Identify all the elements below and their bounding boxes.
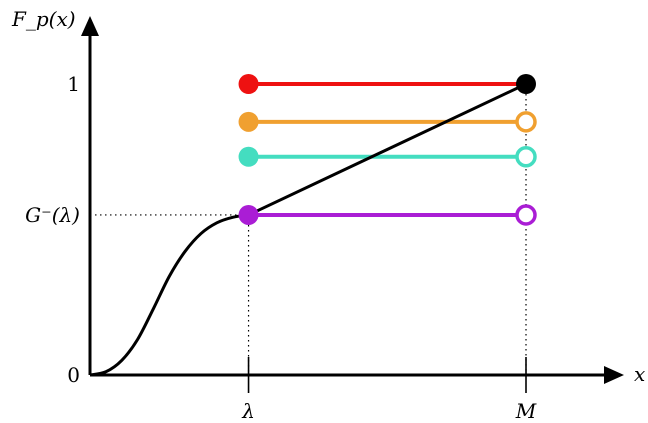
series-start-dot-2 [238, 146, 259, 167]
x-axis-arrowhead [604, 366, 624, 384]
series-end-open-dot-2 [515, 146, 537, 168]
series-start-dot-0 [238, 74, 259, 94]
series-start-dot-1 [238, 111, 259, 132]
y-axis-label: F_p(x) [11, 7, 76, 31]
y-axis-arrowhead [81, 16, 99, 36]
y-tick-label-2: 1 [67, 72, 80, 96]
cdf-curve [89, 82, 527, 377]
series-start-dot-3 [238, 204, 259, 225]
series-end-dot-0 [516, 74, 536, 94]
tick-labels: 0 G⁻(λ) 1 λ M [25, 72, 537, 423]
series-end-open-dot-3 [515, 204, 537, 226]
series-markers [238, 74, 537, 226]
axis-ticks [247, 357, 527, 393]
dotted-guides [90, 84, 527, 375]
x-tick-label-2: M [515, 399, 537, 423]
series-lines [248, 82, 526, 217]
series-end-open-dot-1 [515, 111, 537, 133]
x-tick-label-1: λ [241, 399, 255, 423]
cdf-curve-layer [89, 82, 527, 377]
y-tick-label-0: 0 [67, 363, 80, 387]
y-tick-label-1: G⁻(λ) [25, 203, 80, 227]
x-axis-label: x [634, 362, 645, 386]
